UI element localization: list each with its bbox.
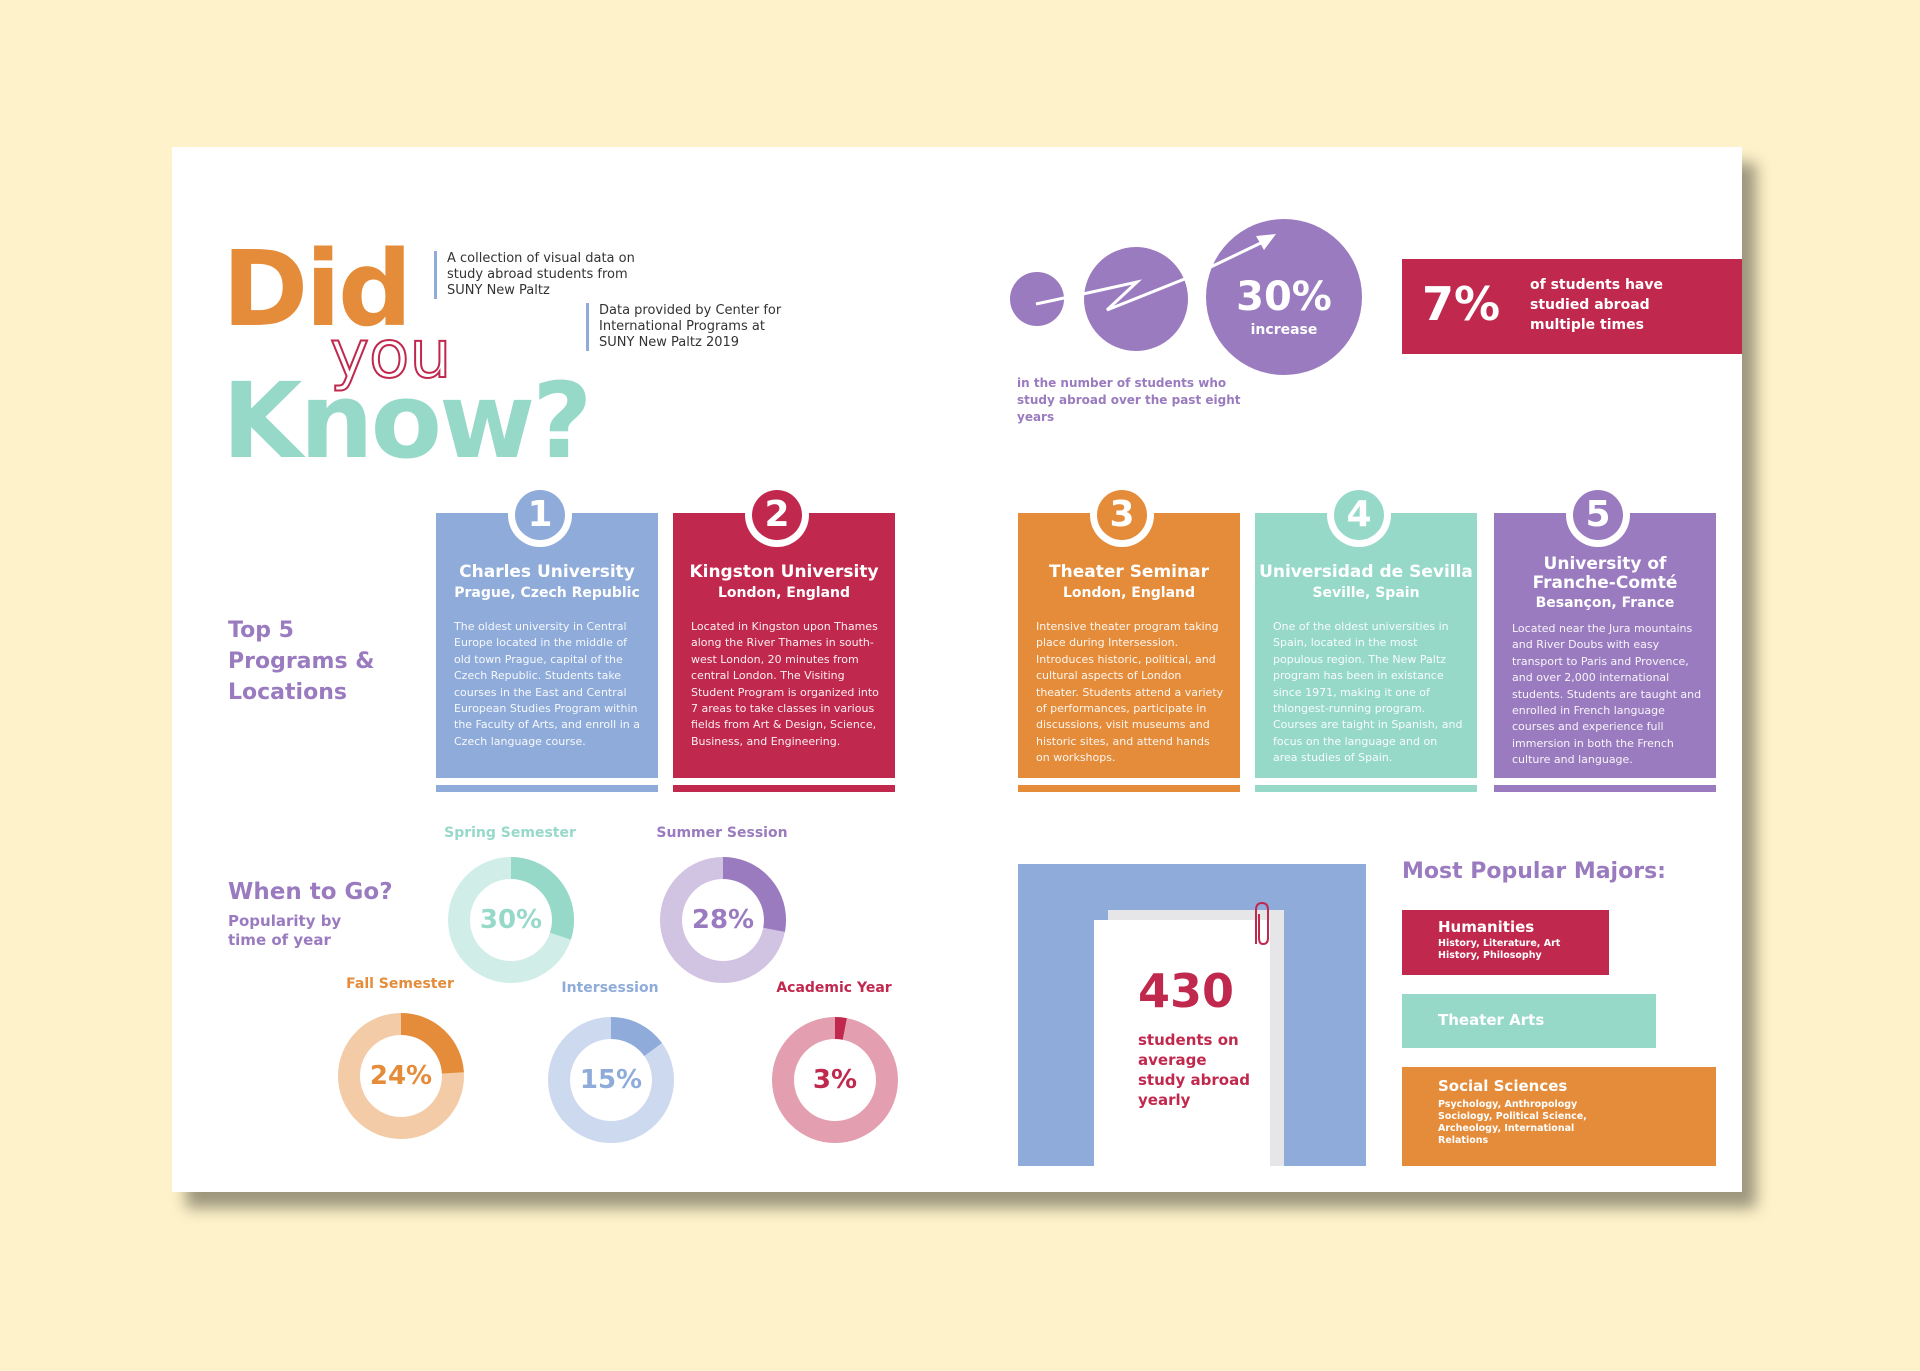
donut-percent: 15% xyxy=(579,1065,643,1095)
program-card-4: 4 Universidad de Sevilla Seville, Spain … xyxy=(1255,483,1477,792)
program-description: The oldest university in Central Europe … xyxy=(454,620,641,748)
average-caption: students on average study abroad yearly xyxy=(1138,1031,1250,1109)
card-underline xyxy=(1255,785,1477,792)
program-badge: 4 xyxy=(1327,483,1391,547)
growth-word: increase xyxy=(1250,322,1318,338)
paperclip-icon xyxy=(1255,901,1269,946)
donut-label: Intersession xyxy=(561,980,659,996)
donut-label: Fall Semester xyxy=(346,976,454,992)
donut-segment xyxy=(548,1017,674,1143)
program-description: Located in Kingston upon Thames along th… xyxy=(691,620,879,748)
donut-summer-session: 28% xyxy=(658,855,788,985)
major-detail: History, Literature, Art History, Philos… xyxy=(1438,938,1561,961)
donut-percent: 28% xyxy=(691,905,755,935)
multiple-times-banner: 7% of students have studied abroad multi… xyxy=(1402,259,1742,354)
title-did: Did xyxy=(222,228,412,350)
donut-segment xyxy=(772,1017,898,1143)
major-name: Social Sciences xyxy=(1438,1077,1568,1095)
card-underline xyxy=(1494,785,1716,792)
intro-collection-note: A collection of visual data on study abr… xyxy=(434,251,637,299)
when-heading: When to Go? xyxy=(228,879,393,905)
program-badge: 5 xyxy=(1566,483,1630,547)
program-card-2: 2 Kingston University London, England Lo… xyxy=(673,483,895,792)
donut-intersession: 15% xyxy=(546,1015,676,1145)
card-underline xyxy=(436,785,658,792)
card-underline xyxy=(1018,785,1240,792)
program-badge: 1 xyxy=(508,483,572,547)
majors-heading: Most Popular Majors: xyxy=(1402,859,1666,884)
program-badge: 3 xyxy=(1090,483,1154,547)
program-card-1: 1 Charles University Prague, Czech Repub… xyxy=(436,483,658,792)
program-location: London, England xyxy=(1062,585,1196,601)
donut-spring-semester: 30% xyxy=(446,855,576,985)
donut-percent: 3% xyxy=(812,1065,858,1095)
donut-percent: 30% xyxy=(479,905,543,935)
program-badge: 2 xyxy=(745,483,809,547)
infographic-page: Did you Know? A collection of visual dat… xyxy=(172,147,1742,1192)
paper-sheet xyxy=(1094,920,1270,1166)
donut-segment xyxy=(448,857,574,983)
program-number: 3 xyxy=(1097,490,1147,540)
program-description: Intensive theater program taking place d… xyxy=(1036,620,1224,765)
intro-source-note: Data provided by Center for Internationa… xyxy=(586,303,789,351)
major-detail: Psychology, Anthropology Sociology, Poli… xyxy=(1438,1099,1587,1146)
card-underline xyxy=(673,785,895,792)
program-card-3: 3 Theater Seminar London, England Intens… xyxy=(1018,483,1240,792)
major-humanities: Humanities History, Literature, Art Hist… xyxy=(1402,910,1609,975)
program-number: 4 xyxy=(1334,490,1384,540)
donut-fall-semester: 24% xyxy=(336,1011,466,1141)
program-number: 5 xyxy=(1573,490,1623,540)
program-name: University of Franche-Comté xyxy=(1532,554,1678,593)
average-value: 430 xyxy=(1138,964,1235,1018)
program-card-5: 5 University of Franche-Comté Besançon, … xyxy=(1494,483,1716,792)
donut-label: Spring Semester xyxy=(444,825,576,841)
donut-segment xyxy=(660,857,786,983)
growth-caption: in the number of students who study abro… xyxy=(1017,376,1241,424)
major-name: Theater Arts xyxy=(1438,1011,1545,1029)
program-name: Charles University xyxy=(459,562,635,582)
donut-segment xyxy=(338,1013,464,1139)
program-name: Universidad de Sevilla xyxy=(1259,562,1473,582)
title-you: you xyxy=(329,316,452,393)
program-name: Kingston University xyxy=(689,562,879,582)
average-panel: 430 students on average study abroad yea… xyxy=(1018,864,1366,1166)
major-theater-arts: Theater Arts xyxy=(1402,994,1656,1048)
donut-percent: 24% xyxy=(369,1061,433,1091)
bubble-large xyxy=(1206,219,1362,375)
multiple-percent: 7% xyxy=(1422,277,1501,331)
program-number: 2 xyxy=(752,490,802,540)
major-social-sciences: Social Sciences Psychology, Anthropology… xyxy=(1402,1067,1716,1166)
top5-heading: Top 5 Programs & Locations xyxy=(228,618,375,705)
growth-arrow-icon xyxy=(1035,234,1276,312)
program-location: Seville, Spain xyxy=(1312,585,1420,601)
donut-academic-year: 3% xyxy=(770,1015,900,1145)
title-know: Know? xyxy=(222,360,592,482)
donut-label: Summer Session xyxy=(656,825,788,841)
program-location: Prague, Czech Republic xyxy=(454,585,640,601)
program-location: London, England xyxy=(717,585,851,601)
major-name: Humanities xyxy=(1438,918,1535,936)
program-number: 1 xyxy=(515,490,565,540)
program-description: Located near the Jura mountains and Rive… xyxy=(1512,622,1702,767)
program-name: Theater Seminar xyxy=(1049,562,1209,582)
growth-percent: 30% xyxy=(1236,274,1332,320)
when-subheading: Popularity by time of year xyxy=(228,912,342,949)
program-location: Besançon, France xyxy=(1535,595,1675,611)
donut-label: Academic Year xyxy=(776,980,892,996)
program-description: One of the oldest universities in Spain,… xyxy=(1273,620,1463,765)
multiple-caption: of students have studied abroad multiple… xyxy=(1530,277,1663,333)
